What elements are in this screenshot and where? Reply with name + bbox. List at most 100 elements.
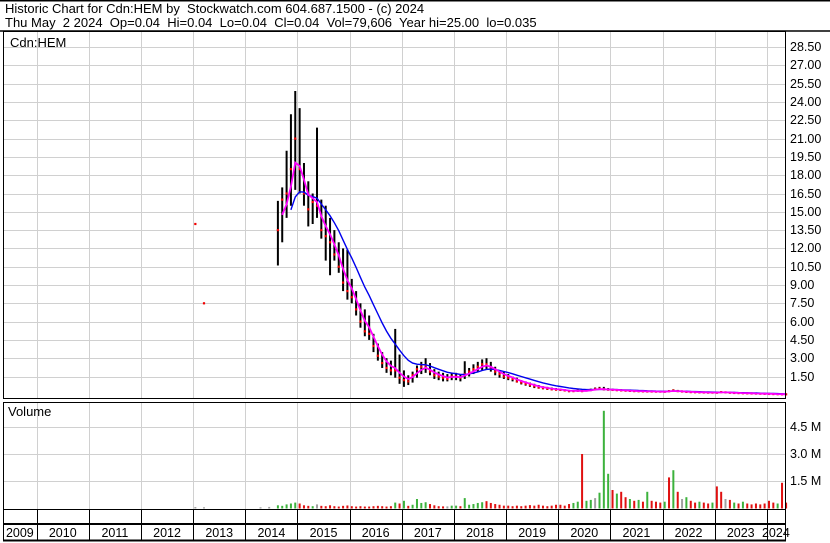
- volume-bar: [724, 499, 727, 509]
- volume-bar: [750, 504, 753, 509]
- close-dot: [311, 200, 314, 204]
- volume-bars: [194, 410, 788, 509]
- price-axis-tick-label: 16.50: [790, 186, 822, 201]
- volume-bar: [615, 493, 618, 509]
- volume-bar: [446, 506, 449, 509]
- volume-bar: [602, 410, 605, 509]
- close-dot: [368, 332, 371, 335]
- close-dot: [533, 385, 536, 388]
- close-dot: [511, 377, 514, 381]
- chart-header-line2: Thu May 2 2024 Op=0.04 Hi=0.04 Lo=0.04 C…: [5, 15, 537, 30]
- close-dot: [498, 372, 501, 376]
- isolated-trade-dot: [202, 302, 206, 305]
- close-dot: [437, 375, 440, 378]
- volume-bar: [707, 503, 710, 509]
- year-axis-label: 2018: [466, 526, 494, 540]
- close-dot: [385, 366, 388, 370]
- volume-bar: [555, 504, 558, 509]
- volume-bar: [307, 505, 310, 509]
- year-axis-label: 2023: [726, 526, 755, 540]
- volume-bar: [415, 499, 418, 509]
- close-dot: [381, 361, 384, 365]
- volume-bar: [424, 502, 427, 509]
- year-axis-label: 2012: [153, 526, 181, 540]
- price-axis-tick-label: 3.00: [790, 351, 815, 366]
- price-axis-tick-label: 1.50: [790, 369, 815, 384]
- price-axis-tick-label: 27.00: [790, 58, 822, 73]
- close-dot: [507, 376, 510, 379]
- volume-bar: [350, 506, 353, 509]
- volume-bar: [781, 482, 784, 509]
- volume-bar: [550, 505, 553, 509]
- close-dot: [337, 265, 340, 268]
- close-dot: [524, 382, 527, 385]
- price-axis-tick-label: 24.00: [790, 95, 822, 109]
- volume-bar: [472, 504, 475, 509]
- close-dot: [407, 380, 410, 383]
- volume-bar: [398, 503, 401, 509]
- volume-bar: [537, 504, 540, 509]
- volume-bar: [381, 506, 384, 509]
- volume-bar: [607, 473, 610, 509]
- volume-bar: [659, 502, 662, 509]
- volume-bar: [511, 506, 514, 509]
- volume-bar: [694, 502, 697, 509]
- close-dot: [494, 370, 497, 373]
- year-axis-label: 2011: [101, 526, 129, 540]
- volume-bar: [524, 505, 527, 509]
- volume-bar: [368, 506, 371, 509]
- close-dot: [411, 374, 414, 377]
- volume-bar: [359, 506, 362, 509]
- volume-bar: [702, 502, 705, 509]
- volume-bar: [759, 504, 762, 509]
- year-axis-label: 2021: [622, 526, 651, 540]
- volume-bar: [281, 505, 284, 509]
- fast-ma-line: [281, 160, 787, 396]
- close-dot: [394, 369, 397, 372]
- volume-bar: [276, 505, 279, 509]
- volume-bar: [689, 500, 692, 509]
- volume-bar: [746, 503, 749, 509]
- volume-bar: [407, 505, 410, 509]
- chart-header-line1: Historic Chart for Cdn:HEM by Stockwatch…: [5, 1, 425, 16]
- symbol-label: Cdn:HEM: [10, 35, 67, 50]
- volume-bar: [520, 506, 523, 509]
- year-axis-label: 2015: [309, 526, 338, 540]
- volume-bar: [289, 503, 292, 509]
- volume-bar: [598, 492, 601, 509]
- volume-axis-tick-label: 3.0 M: [790, 447, 822, 461]
- volume-bar: [585, 500, 588, 509]
- volume-bar: [481, 502, 484, 509]
- close-dot: [320, 229, 323, 232]
- volume-bar: [294, 502, 297, 509]
- volume-bar: [498, 504, 501, 509]
- volume-axis-tick-label: 4.5 M: [790, 420, 822, 434]
- volume-bar: [337, 506, 340, 509]
- year-axis-label: 2014: [257, 526, 286, 540]
- volume-bar: [563, 505, 566, 509]
- close-dot: [485, 363, 488, 366]
- close-dot: [476, 365, 479, 368]
- year-axis-label: 2020: [570, 526, 599, 540]
- volume-bar: [329, 505, 332, 509]
- year-axis-label: 2010: [48, 526, 77, 540]
- volume-bar: [589, 499, 592, 509]
- price-axis-tick-label: 7.50: [790, 296, 815, 311]
- close-dot: [515, 380, 518, 383]
- volume-bar: [437, 506, 440, 509]
- volume-bar: [502, 505, 505, 509]
- volume-bar: [298, 503, 301, 509]
- volume-bar: [785, 502, 788, 509]
- close-dot: [346, 290, 349, 293]
- close-dot: [415, 368, 419, 371]
- volume-bar: [711, 502, 714, 509]
- volume-bar: [624, 497, 627, 509]
- volume-bar: [776, 503, 779, 509]
- volume-bar: [302, 505, 305, 509]
- volume-bar: [476, 502, 479, 509]
- volume-bar: [285, 504, 288, 509]
- close-dot: [389, 369, 393, 372]
- volume-bar: [637, 499, 640, 509]
- volume-bar: [654, 501, 657, 509]
